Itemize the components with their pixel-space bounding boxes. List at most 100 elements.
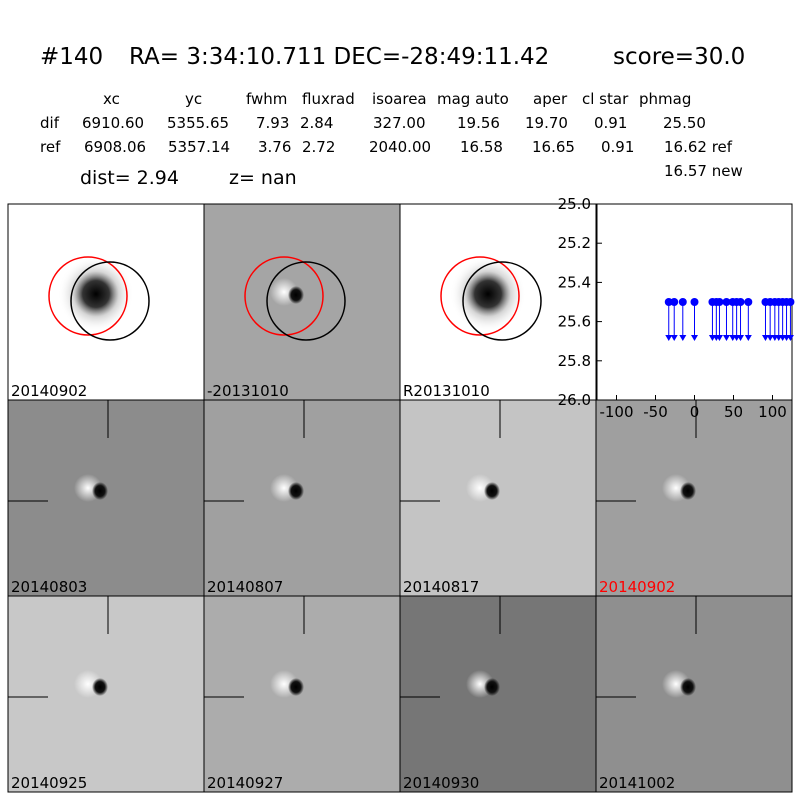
dist: dist= 2.94 xyxy=(80,167,179,189)
image-panel xyxy=(7,595,205,793)
aperture-black xyxy=(70,261,150,341)
table-cell: 16.65 xyxy=(532,138,575,156)
x-tick-label: 100 xyxy=(758,403,787,421)
table-cell: 0.91 xyxy=(601,138,634,156)
y-tick-label: 25.4 xyxy=(558,273,591,291)
panel-label: R20131010 xyxy=(403,382,490,400)
image-panel xyxy=(595,399,793,597)
image-panel xyxy=(203,203,401,401)
x-tick-label: -50 xyxy=(643,403,668,421)
point xyxy=(678,298,687,306)
image-panel xyxy=(399,595,597,793)
table-cell: 16.62 ref xyxy=(664,138,733,156)
column-header: aper xyxy=(533,90,568,108)
residual-dark xyxy=(484,678,500,696)
residual-dark xyxy=(288,482,304,500)
limit-arrowhead xyxy=(670,335,678,341)
column-header: yc xyxy=(185,90,202,108)
table-cell: 2.72 xyxy=(302,138,335,156)
table-cell: 25.50 xyxy=(663,114,706,132)
panel-label: 20140803 xyxy=(11,578,87,596)
residual-dark xyxy=(288,678,304,696)
table-cell: 3.76 xyxy=(258,138,291,156)
star-blob xyxy=(58,256,134,332)
residual-dark xyxy=(680,482,696,500)
point xyxy=(715,298,724,306)
table-cell: 7.93 xyxy=(256,114,289,132)
table-cell: ref xyxy=(40,138,61,156)
new-mag: 16.57 new xyxy=(664,162,743,180)
score: score=30.0 xyxy=(613,44,745,70)
aperture-red xyxy=(440,256,520,336)
limit-arrowhead xyxy=(665,335,673,341)
point xyxy=(670,298,679,306)
x-tick-label: -100 xyxy=(599,403,633,421)
panels: 20140902 -20131010 R20131010 20140803 201408… xyxy=(7,203,793,793)
panel-label: 20140902 xyxy=(11,382,87,400)
column-header: xc xyxy=(103,90,120,108)
aperture-black xyxy=(462,261,542,341)
table-cell: 6910.60 xyxy=(82,114,144,132)
object-id: #140 xyxy=(40,44,103,70)
point xyxy=(736,298,745,306)
coordinates: RA= 3:34:10.711 DEC=-28:49:11.42 xyxy=(129,44,549,70)
point xyxy=(786,298,795,306)
table-cell: 6908.06 xyxy=(84,138,146,156)
limit-arrowhead xyxy=(744,335,752,341)
table-cell: 2.84 xyxy=(300,114,333,132)
table-cell: 327.00 xyxy=(373,114,426,132)
panel-label: 20140817 xyxy=(403,578,479,596)
table-cell: 0.91 xyxy=(594,114,627,132)
residual-dark xyxy=(288,286,304,304)
panel-label: 20140927 xyxy=(207,774,283,792)
point xyxy=(690,298,699,306)
aperture-red xyxy=(244,256,324,336)
table-cell: dif xyxy=(40,114,60,132)
column-header: fwhm xyxy=(246,90,287,108)
panel-label: 20140902 xyxy=(599,578,675,596)
table-cell: 19.70 xyxy=(525,114,568,132)
limit-arrowhead xyxy=(737,335,745,341)
y-tick-label: 25.6 xyxy=(558,313,591,331)
x-tick-label: 0 xyxy=(690,403,700,421)
column-header: isoarea xyxy=(372,90,427,108)
limit-arrowhead xyxy=(761,335,769,341)
y-tick-label: 25.8 xyxy=(558,352,591,370)
table-cell: 19.56 xyxy=(457,114,500,132)
aperture-red xyxy=(48,256,128,336)
limit-arrowhead xyxy=(722,335,730,341)
column-header: phmag xyxy=(639,90,691,108)
lightcurve: 25.0 25.2 25.4 25.6 25.8 26.0 -100 -50 0 50 100 xyxy=(558,195,795,421)
limit-arrowhead xyxy=(715,335,723,341)
y-tick-label: 26.0 xyxy=(558,391,591,409)
table-cell: 5355.65 xyxy=(167,114,229,132)
limit-arrowhead xyxy=(691,335,698,341)
image-panel xyxy=(595,595,793,793)
panel-label: 20140925 xyxy=(11,774,87,792)
y-tick-label: 25.0 xyxy=(558,195,591,213)
point xyxy=(722,298,731,306)
residual-dark xyxy=(92,678,108,696)
z: z= nan xyxy=(229,167,297,189)
panel-label: 20140807 xyxy=(207,578,283,596)
point xyxy=(744,298,753,306)
residual-dark xyxy=(680,678,696,696)
image-panel xyxy=(203,595,401,793)
panel-label: -20131010 xyxy=(207,382,289,400)
table-cell: 5357.14 xyxy=(168,138,230,156)
limit-arrowhead xyxy=(766,335,774,341)
image-panel xyxy=(399,399,597,597)
column-header: mag auto xyxy=(437,90,509,108)
table-cell: 2040.00 xyxy=(369,138,431,156)
residual-dark xyxy=(92,482,108,500)
star-blob xyxy=(450,256,526,332)
residual-dark xyxy=(484,482,500,500)
aperture-black xyxy=(266,261,346,341)
table-cell: 16.58 xyxy=(460,138,503,156)
panel-label: 20141002 xyxy=(599,774,675,792)
image-panel xyxy=(203,399,401,597)
x-tick-label: 50 xyxy=(724,403,743,421)
panel-label: 20140930 xyxy=(403,774,479,792)
y-tick-label: 25.2 xyxy=(558,234,591,252)
